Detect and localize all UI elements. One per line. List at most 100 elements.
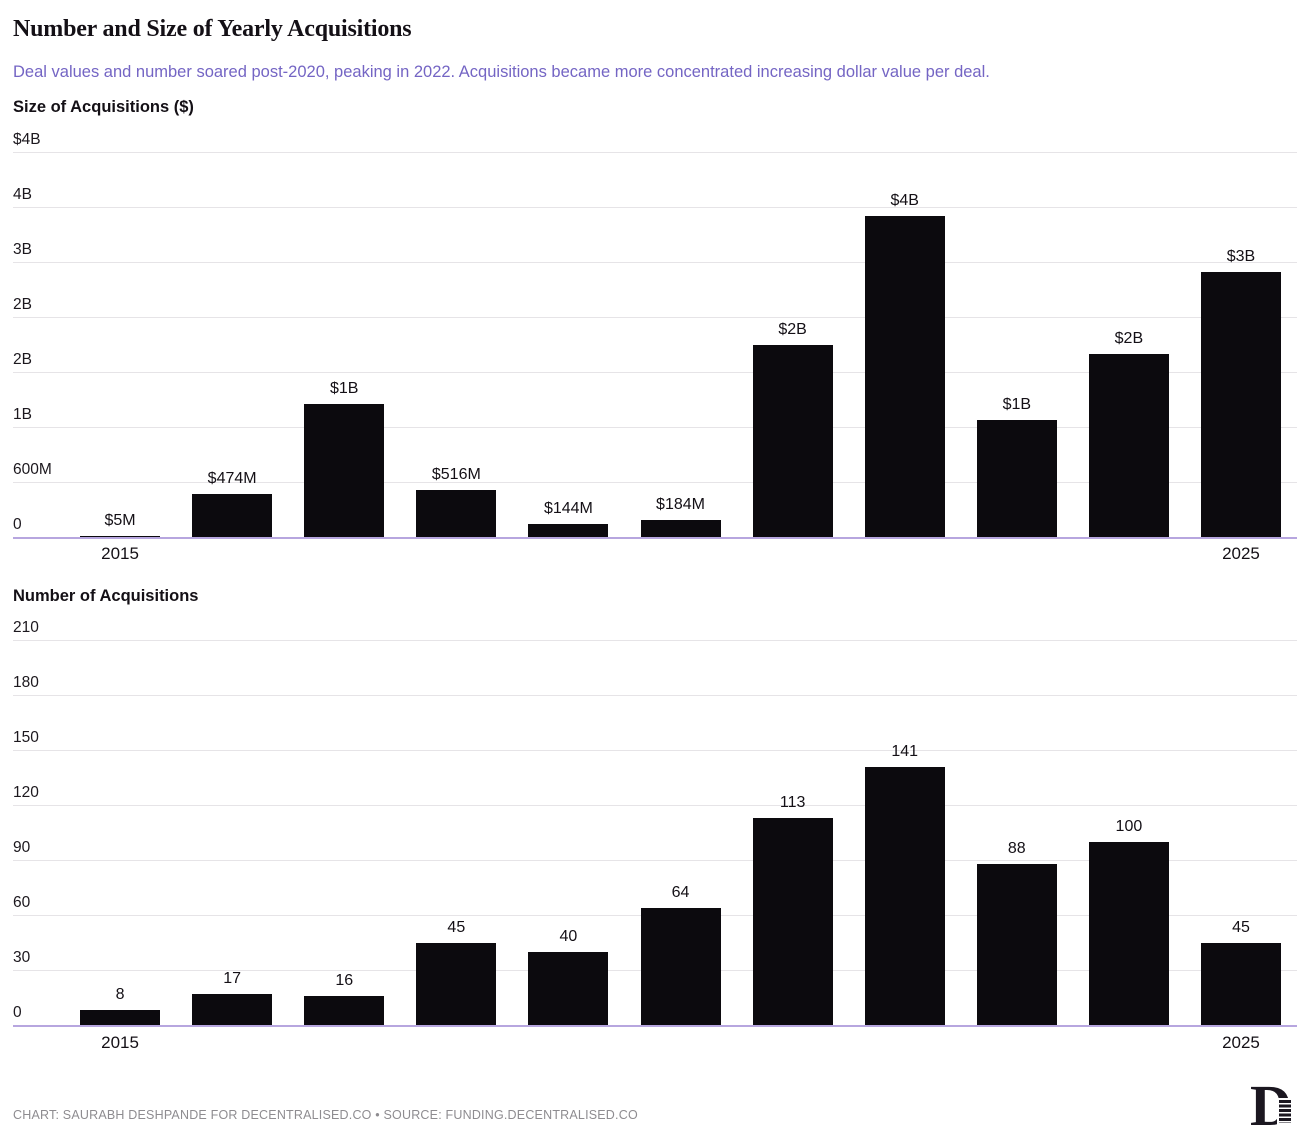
bar-band: 100: [1073, 640, 1185, 1025]
bar: [528, 523, 609, 537]
x-axis-tick-label: [288, 544, 400, 564]
bar-value-label: $2B: [778, 320, 807, 338]
bars-row: 8 17 16 45 40 64 113 141 88 100 45: [64, 640, 1297, 1025]
bar-value-label: $184M: [656, 496, 705, 514]
gridline: [13, 860, 1297, 861]
y-axis-tick-label: 180: [13, 674, 39, 691]
x-axis-tick-label: [400, 1033, 512, 1053]
y-axis-tick-label: 600M: [13, 461, 52, 478]
gridline: [13, 805, 1297, 806]
bar-band: 45: [400, 640, 512, 1025]
bar-value-label: $474M: [207, 469, 257, 487]
x-axis-line: [13, 537, 1297, 539]
y-axis-tick-label: 2B: [13, 351, 32, 368]
bar-band: $2B: [1073, 152, 1185, 537]
x-axis-tick-label: [849, 544, 961, 564]
bar-band: $4B: [849, 152, 961, 537]
y-axis-tick-label: 30: [13, 949, 31, 966]
bar-value-label: 16: [335, 971, 354, 989]
bar-value-label: 100: [1115, 817, 1143, 835]
decentralised-logo: D: [1250, 1077, 1296, 1135]
bars-row: $5M $474M $1B $516M $144M $184M $2B $4B $1B $2B $3…: [64, 152, 1297, 537]
y-axis-tick-label: 90: [13, 839, 31, 856]
x-axis-tick-label: 2025: [1222, 544, 1260, 563]
x-axis-tick-label: [624, 1033, 736, 1053]
y-axis-tick-label: 3B: [13, 241, 32, 258]
bar-band: $1B: [288, 152, 400, 537]
x-axis-tick-label: [176, 1033, 288, 1053]
x-axis-tick-label: 2015: [101, 544, 139, 563]
bar-band: $5M: [64, 152, 176, 537]
bar: [192, 993, 273, 1025]
x-axis-tick-label: 2025: [1222, 1033, 1260, 1052]
bar-value-label: $5M: [104, 511, 136, 529]
x-axis-tick-label: [624, 544, 736, 564]
y-axis-tick-label: 4B: [13, 186, 32, 203]
gridline: [13, 482, 1297, 483]
bar-band: $184M: [624, 152, 736, 537]
bar-value-label: 113: [779, 793, 806, 811]
x-axis-tick-label: [1073, 544, 1185, 564]
bar-value-label: 141: [891, 742, 919, 760]
logo-scroll-icon: [1277, 1098, 1293, 1125]
bar-band: 8: [64, 640, 176, 1025]
credit-line: CHART: SAURABH DESHPANDE FOR DECENTRALIS…: [13, 1108, 638, 1122]
bar: [192, 493, 273, 537]
bar-value-label: 45: [1232, 918, 1250, 936]
y-axis-tick-label: 210: [13, 619, 39, 636]
bar-value-label: $1B: [330, 380, 359, 398]
y-axis-tick-label: $4B: [13, 131, 41, 148]
bar: [864, 766, 945, 1025]
bar-value-label: 64: [671, 883, 690, 901]
bar: [80, 535, 161, 537]
bar-value-label: 45: [447, 918, 466, 936]
gridline: [13, 207, 1297, 208]
bar: [976, 863, 1057, 1025]
bar-band: 45: [1185, 640, 1297, 1025]
bar: [416, 489, 497, 537]
bar: [752, 817, 833, 1025]
bar: [864, 216, 945, 537]
bar-value-label: $516M: [431, 465, 481, 483]
x-axis-tick-label: [288, 1033, 400, 1053]
bar: [1200, 272, 1281, 537]
x-axis-tick-label: [737, 544, 849, 564]
gridline: [13, 427, 1297, 428]
x-axis-tick-label: [849, 1033, 961, 1053]
gridline: [13, 640, 1297, 641]
bar: [416, 942, 497, 1025]
y-axis-tick-label: 60: [13, 894, 31, 911]
bar: [80, 1010, 161, 1025]
page-title: Number and Size of Yearly Acquisitions: [13, 16, 412, 42]
bar-band: $2B: [737, 152, 849, 537]
bar: [976, 419, 1057, 537]
bar: [1200, 942, 1281, 1025]
bar-band: 88: [961, 640, 1073, 1025]
bar-band: 141: [849, 640, 961, 1025]
bar-band: 16: [288, 640, 400, 1025]
gridline: [13, 262, 1297, 263]
count-chart-x-axis: 2015 2025: [64, 1033, 1297, 1053]
x-axis-tick-label: [737, 1033, 849, 1053]
y-axis-tick-label: 2B: [13, 296, 32, 313]
bar: [1088, 841, 1169, 1025]
y-axis-tick-label: 0: [13, 516, 22, 533]
bar: [1088, 353, 1169, 537]
y-axis-tick-label: 0: [13, 1004, 22, 1021]
bar-value-label: $3B: [1226, 248, 1256, 266]
chart-subtitle: Deal values and number soared post-2020,…: [13, 63, 990, 81]
size-chart-title: Size of Acquisitions ($): [13, 98, 194, 116]
bar-band: 64: [624, 640, 736, 1025]
y-axis-tick-label: 120: [13, 784, 39, 801]
bar-band: $3B: [1185, 152, 1297, 537]
x-axis-tick-label: [512, 544, 624, 564]
x-axis-tick-label: [961, 544, 1073, 564]
bar-band: $1B: [961, 152, 1073, 537]
y-axis-tick-label: 150: [13, 729, 39, 746]
size-chart-x-axis: 2015 2025: [64, 544, 1297, 564]
bar: [304, 404, 385, 537]
bar: [640, 520, 721, 537]
count-chart-plot: 210 180 150 120 90 60 30 0 8 17 16 45 40 64 113 141 88 10…: [13, 619, 1297, 1027]
bar-band: 40: [512, 640, 624, 1025]
